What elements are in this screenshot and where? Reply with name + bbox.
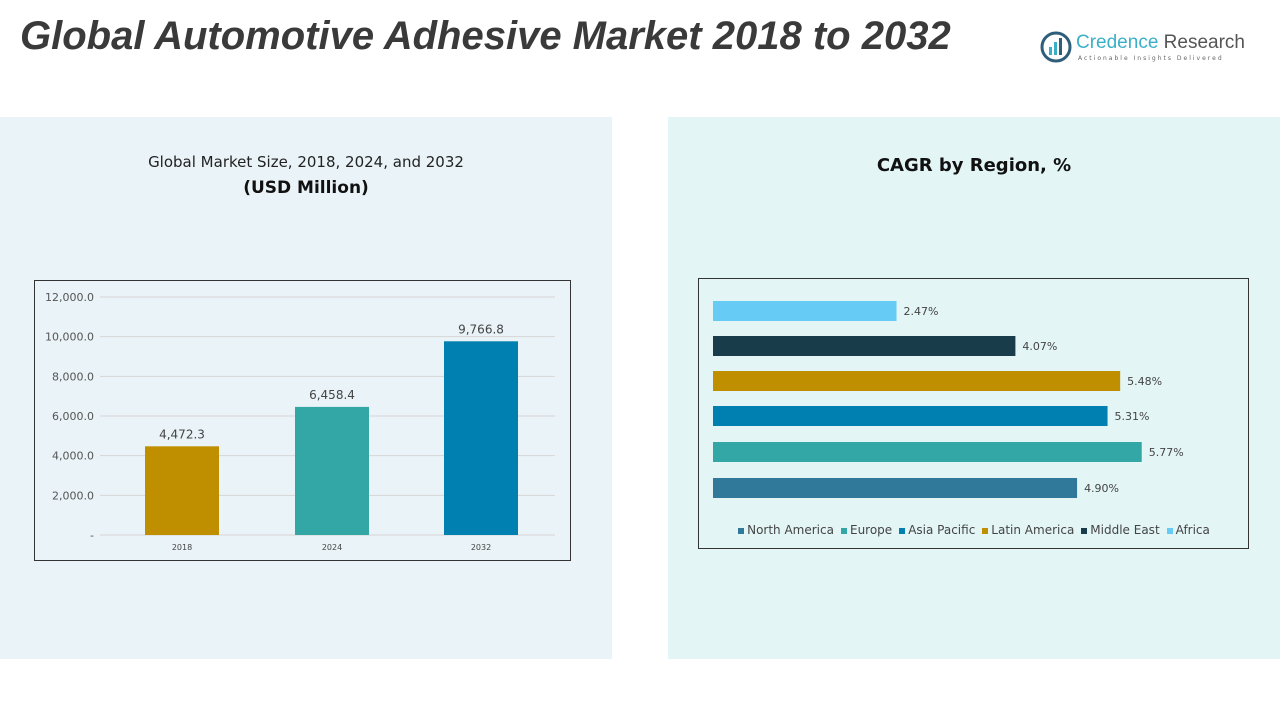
- y-tick-label: 8,000.0: [52, 370, 94, 383]
- legend-swatch: [1081, 527, 1088, 534]
- logo-tagline: Actionable Insights Delivered: [1078, 55, 1224, 62]
- legend-item: Europe: [840, 523, 893, 537]
- data-label: 5.77%: [1149, 446, 1184, 459]
- x-tick-label: 2032: [471, 543, 491, 552]
- y-tick-label: 4,000.0: [52, 450, 94, 463]
- legend-item: Asia Pacific: [899, 523, 975, 537]
- cagr-title: CAGR by Region, %: [876, 155, 1072, 176]
- legend-swatch: [982, 527, 989, 534]
- y-tick-label: 12,000.0: [45, 291, 94, 304]
- data-label: 5.31%: [1115, 410, 1150, 423]
- cagr-legend: North America Europe Asia Pacific Latin Ame…: [700, 523, 1248, 537]
- x-tick-label: 2018: [172, 543, 192, 552]
- data-label: 2.47%: [904, 305, 939, 318]
- legend-label: Asia Pacific: [908, 523, 976, 537]
- logo-icon: [1040, 31, 1072, 63]
- bar-2032: [444, 341, 518, 535]
- cagr-chart: 4.90% 5.77% 5.31% 5.48% 4.07% 2.47%: [713, 301, 1184, 498]
- legend-label: Europe: [849, 523, 893, 537]
- cagr-chart-frame: [698, 278, 1249, 549]
- bar-africa: [713, 301, 897, 321]
- y-tick-label: 6,000.0: [52, 410, 94, 423]
- bar-north-america: [713, 478, 1078, 498]
- legend-label: Africa: [1175, 523, 1210, 537]
- y-tick-label: -: [90, 529, 94, 542]
- data-label: 6,458.4: [309, 388, 355, 402]
- legend-label: Middle East: [1090, 523, 1160, 537]
- legend-item: Middle East: [1081, 523, 1160, 537]
- bar-2024: [295, 406, 369, 535]
- legend-swatch: [899, 527, 906, 534]
- legend-swatch: [1166, 527, 1173, 534]
- bar-middle-east: [713, 336, 1016, 356]
- legend-item: North America: [738, 523, 834, 537]
- market-size-chart-frame: [34, 280, 571, 561]
- data-label: 5.48%: [1127, 375, 1162, 388]
- data-label: 9,766.8: [458, 322, 504, 336]
- bar-asia-pacific: [713, 406, 1108, 426]
- bar-europe: [713, 442, 1142, 462]
- y-tick-label: 2,000.0: [52, 489, 94, 502]
- bar-2018: [145, 446, 219, 535]
- logo-name: Credence Research: [1076, 32, 1245, 53]
- legend-label: North America: [747, 523, 834, 537]
- legend-item: Africa: [1166, 523, 1210, 537]
- market-size-chart: - 2,000.0 4,000.0 6,000.0 8,000.0 10,000.0 12,…: [45, 291, 555, 552]
- x-tick-label: 2024: [322, 543, 342, 552]
- legend-item: Latin America: [982, 523, 1074, 537]
- market-size-title: Global Market Size, 2018, 2024, and 2032: [148, 153, 464, 171]
- bar-latin-america: [713, 371, 1121, 391]
- data-label: 4.07%: [1022, 340, 1057, 353]
- legend-label: Latin America: [991, 523, 1075, 537]
- data-label: 4,472.3: [159, 427, 205, 441]
- market-size-subtitle: (USD Million): [243, 178, 369, 198]
- page-title: Global Automotive Adhesive Market 2018 t…: [20, 14, 951, 58]
- legend-swatch: [738, 527, 745, 534]
- legend-swatch: [840, 527, 847, 534]
- y-tick-label: 10,000.0: [45, 331, 94, 344]
- data-label: 4.90%: [1084, 482, 1119, 495]
- logo: Credence Research Actionable Insights De…: [1040, 30, 1275, 70]
